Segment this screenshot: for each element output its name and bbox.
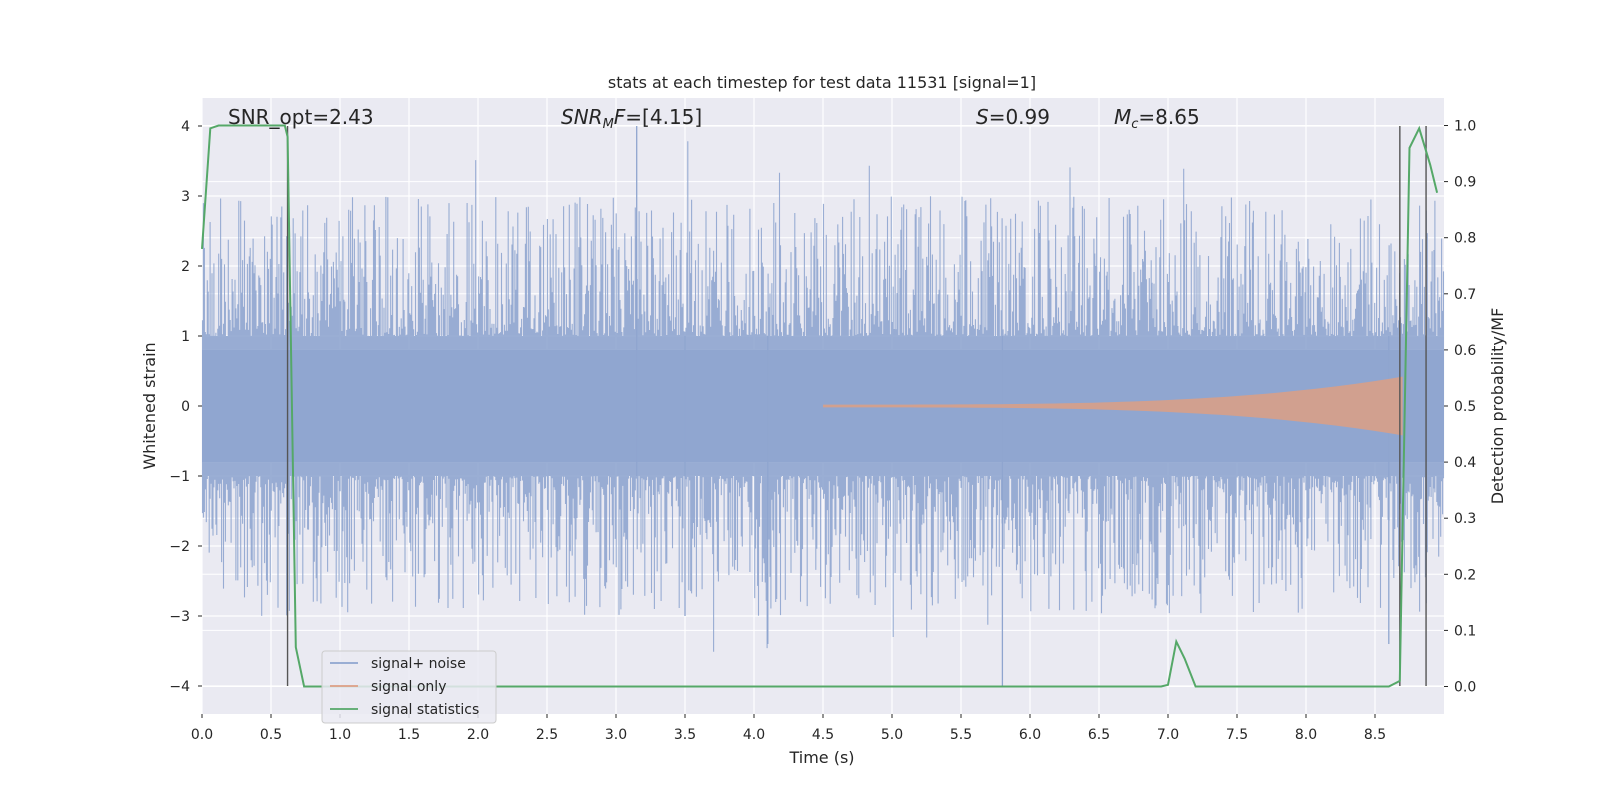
legend-label-signal-noise: signal+ noise (371, 656, 466, 672)
x-tick-label: 2.5 (536, 727, 558, 743)
y-tick-label: 0 (181, 399, 190, 415)
y2-tick-labels: 1.0 0.9 0.8 0.7 0.6 0.5 0.4 0.3 0.2 0.1 0.0 (1444, 119, 1476, 696)
y2-tick-label: 0.5 (1454, 399, 1476, 415)
y2-tick-label: 0.8 (1454, 231, 1476, 247)
y2-tick-label: 0.9 (1454, 175, 1476, 191)
y2-tick-label: 0.1 (1454, 623, 1476, 639)
x-tick-label: 3.5 (674, 727, 696, 743)
signal-only-series (823, 376, 1403, 436)
y2-tick-label: 0.3 (1454, 511, 1476, 527)
y-tick-label: −3 (169, 609, 190, 625)
x-tick-label: 5.0 (881, 727, 903, 743)
x-tick-label: 0.0 (191, 727, 213, 743)
signal-statistics-line (201, 124, 1439, 688)
x-tick-label: 8.5 (1364, 727, 1386, 743)
x-tick-label: 1.5 (398, 727, 420, 743)
x-tick-label: 6.5 (1088, 727, 1110, 743)
snr-opt-annotation: SNR_opt=2.43 (228, 105, 374, 129)
legend-box (321, 650, 497, 724)
y-tick-label: 2 (181, 259, 190, 275)
y-tick-label: 4 (181, 119, 190, 135)
legend: signal+ noise signal only signal statist… (321, 650, 497, 724)
y-tick-labels: 4 3 2 1 0 −1 −2 −3 −4 (169, 119, 202, 695)
y-tick-label: 3 (181, 189, 190, 205)
y2-tick-label: 1.0 (1454, 119, 1476, 135)
x-tick-label: 4.5 (812, 727, 834, 743)
x-tick-label: 5.5 (950, 727, 972, 743)
x-tick-label: 2.0 (467, 727, 489, 743)
s-stat-annotation: S=0.99 (976, 105, 1050, 129)
x-tick-label: 7.5 (1226, 727, 1248, 743)
y-tick-label: −2 (169, 539, 190, 555)
y2-tick-label: 0.6 (1454, 343, 1476, 359)
y-tick-label: 1 (181, 329, 190, 345)
x-tick-labels: 0.0 0.5 1.0 1.5 2.0 2.5 3.0 3.5 4.0 4.5 5.0 5.5 6.0 6… (191, 714, 1386, 743)
legend-label-signal-statistics: signal statistics (371, 702, 479, 718)
snr-mf-value: =[4.15] (625, 105, 702, 129)
x-tick-label: 8.0 (1295, 727, 1317, 743)
x-tick-label: 3.0 (605, 727, 627, 743)
s-stat-value: =0.99 (989, 105, 1050, 129)
x-tick-label: 7.0 (1157, 727, 1179, 743)
y2-tick-label: 0.0 (1454, 680, 1476, 696)
x-tick-label: 0.5 (260, 727, 282, 743)
x-tick-label: 6.0 (1019, 727, 1041, 743)
y2-tick-label: 0.7 (1454, 287, 1476, 303)
y2-axis-label: Detection probability/MF (1488, 308, 1507, 505)
mchirp-annotation: Mc=8.65 (1114, 105, 1200, 132)
x-tick-label: 1.0 (329, 727, 351, 743)
noise-spikes (201, 141, 1445, 652)
x-axis-label: Time (s) (788, 748, 854, 767)
snr-mf-annotation: SNRMF=[4.15] (561, 105, 702, 132)
signal-statistics-series (201, 124, 1439, 688)
x-tick-label: 4.0 (743, 727, 765, 743)
chart-title: stats at each timestep for test data 115… (608, 73, 1036, 92)
y-tick-label: −4 (169, 679, 190, 695)
y2-tick-label: 0.4 (1454, 455, 1476, 471)
y2-tick-label: 0.2 (1454, 567, 1476, 583)
vertical-markers (286, 126, 1427, 686)
legend-label-signal-only: signal only (371, 679, 446, 695)
y-axis-label: Whitened strain (140, 342, 159, 469)
y-tick-label: −1 (169, 469, 190, 485)
signal-only-envelope (823, 376, 1403, 436)
mchirp-value: =8.65 (1138, 105, 1199, 129)
